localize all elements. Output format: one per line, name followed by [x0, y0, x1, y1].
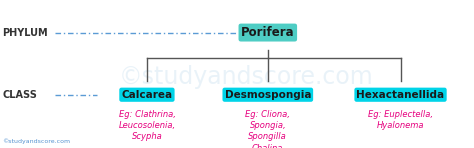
- Text: PHYLUM: PHYLUM: [2, 28, 48, 38]
- Text: Eg: Euplectella,
Hyalonema: Eg: Euplectella, Hyalonema: [368, 110, 433, 130]
- Text: Eg: Cliona,
Spongia,
Spongilla
Chalina: Eg: Cliona, Spongia, Spongilla Chalina: [246, 110, 290, 148]
- Text: ©studyandscore.com: ©studyandscore.com: [119, 65, 374, 89]
- Text: Hexactanellida: Hexactanellida: [356, 90, 445, 100]
- Text: Eg: Clathrina,
Leucosolenia,
Scypha: Eg: Clathrina, Leucosolenia, Scypha: [118, 110, 175, 141]
- Text: CLASS: CLASS: [2, 90, 37, 100]
- Text: Desmospongia: Desmospongia: [225, 90, 311, 100]
- Text: Calcarea: Calcarea: [121, 90, 173, 100]
- Text: ©studyandscore.com: ©studyandscore.com: [2, 138, 71, 144]
- Text: Porifera: Porifera: [241, 26, 295, 39]
